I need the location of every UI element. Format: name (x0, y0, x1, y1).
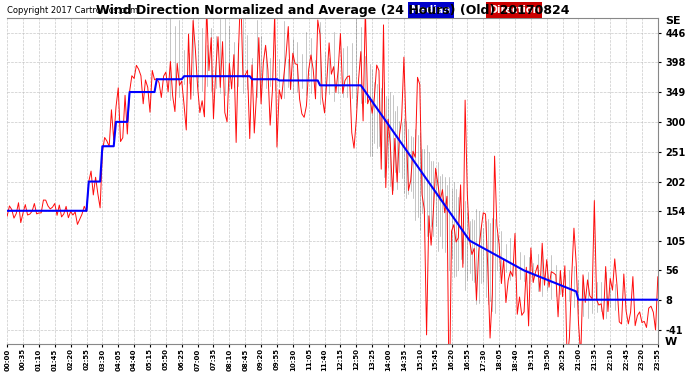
Text: Copyright 2017 Cartronics.com: Copyright 2017 Cartronics.com (7, 6, 138, 15)
Text: SE: SE (664, 15, 680, 26)
Text: Direction: Direction (489, 5, 539, 15)
Text: Median: Median (411, 5, 451, 15)
Title: Wind Direction Normalized and Average (24 Hours) (Old) 20170824: Wind Direction Normalized and Average (2… (96, 4, 569, 17)
Text: W: W (664, 337, 677, 347)
